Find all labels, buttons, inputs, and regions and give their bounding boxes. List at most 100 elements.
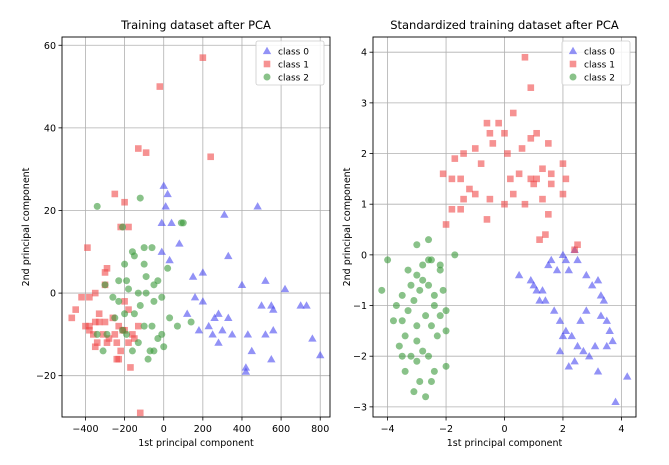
data-point bbox=[509, 109, 517, 117]
data-point bbox=[125, 285, 133, 293]
data-point bbox=[533, 175, 540, 183]
data-point bbox=[413, 322, 421, 330]
data-point bbox=[413, 337, 421, 345]
data-point bbox=[425, 236, 433, 244]
x-tick-label: 800 bbox=[311, 424, 329, 435]
data-point bbox=[103, 265, 111, 272]
data-point bbox=[224, 313, 233, 322]
y-axis-label: 2nd principal component bbox=[21, 167, 32, 286]
data-point bbox=[392, 302, 400, 310]
data-point bbox=[547, 255, 556, 264]
data-point bbox=[111, 190, 119, 198]
data-point bbox=[95, 318, 103, 326]
x-axis-label: 1st principal component bbox=[447, 438, 563, 449]
legend: class 0 class 1 class 2 bbox=[561, 40, 631, 86]
data-point bbox=[623, 372, 632, 380]
data-point bbox=[136, 194, 144, 202]
data-point bbox=[115, 277, 123, 285]
legend-label: class 0 bbox=[278, 48, 309, 58]
data-point bbox=[308, 334, 317, 342]
data-point bbox=[123, 277, 131, 285]
x-axis-label: 1st principal component bbox=[138, 438, 254, 449]
y-axis-label: 2nd principal component bbox=[342, 167, 353, 286]
data-point bbox=[179, 219, 187, 227]
data-point bbox=[574, 241, 581, 249]
data-point bbox=[86, 322, 93, 330]
data-point bbox=[547, 180, 555, 188]
data-point bbox=[536, 236, 543, 243]
data-point bbox=[547, 170, 555, 178]
data-point bbox=[573, 255, 582, 264]
data-point bbox=[136, 301, 144, 309]
data-point bbox=[602, 341, 611, 350]
x-tick-label: 200 bbox=[194, 424, 212, 435]
data-point bbox=[167, 218, 176, 227]
y-tick-label: 0 bbox=[361, 250, 367, 261]
data-point bbox=[214, 309, 223, 317]
data-point bbox=[471, 190, 479, 198]
data-point bbox=[564, 362, 573, 370]
legend-label: class 0 bbox=[584, 48, 615, 58]
data-point bbox=[545, 211, 552, 218]
data-point bbox=[544, 260, 553, 269]
data-point bbox=[404, 307, 412, 315]
data-point bbox=[425, 352, 433, 360]
data-point bbox=[159, 181, 168, 189]
data-point bbox=[451, 155, 459, 162]
data-point bbox=[599, 296, 609, 304]
data-point bbox=[495, 119, 502, 127]
data-point bbox=[91, 318, 99, 326]
data-point bbox=[526, 276, 535, 284]
data-point bbox=[128, 347, 136, 355]
data-point bbox=[564, 265, 573, 274]
data-point bbox=[198, 297, 208, 305]
data-point bbox=[532, 286, 541, 294]
data-point bbox=[422, 312, 430, 320]
data-point bbox=[410, 388, 418, 396]
data-point bbox=[410, 296, 418, 304]
data-point bbox=[442, 307, 450, 315]
data-point bbox=[121, 260, 129, 268]
series-class-1 bbox=[439, 53, 581, 254]
data-point bbox=[316, 350, 325, 359]
data-point bbox=[558, 331, 568, 340]
data-point bbox=[427, 378, 435, 386]
data-point bbox=[466, 185, 473, 193]
data-point bbox=[89, 331, 97, 338]
data-point bbox=[247, 346, 256, 355]
data-point bbox=[91, 289, 99, 297]
data-point bbox=[148, 322, 156, 330]
data-point bbox=[166, 314, 174, 322]
y-tick-label: −2 bbox=[353, 352, 367, 363]
x-tick-label: 0 bbox=[501, 424, 507, 435]
data-point bbox=[486, 195, 494, 203]
data-point bbox=[436, 266, 444, 274]
series-class-2 bbox=[93, 194, 195, 363]
data-point bbox=[142, 149, 150, 156]
data-point bbox=[457, 175, 464, 183]
data-point bbox=[194, 326, 204, 334]
data-point bbox=[460, 195, 467, 203]
x-tick-label: −400 bbox=[72, 424, 98, 435]
data-point bbox=[103, 330, 111, 338]
data-point bbox=[208, 330, 217, 338]
data-point bbox=[140, 260, 148, 268]
data-point bbox=[486, 129, 494, 137]
chart-title: Standardized training dataset after PCA bbox=[390, 18, 619, 32]
data-point bbox=[427, 322, 435, 330]
data-point bbox=[549, 306, 559, 314]
data-point bbox=[105, 335, 113, 342]
data-point bbox=[430, 302, 438, 310]
data-point bbox=[448, 205, 456, 213]
x-tick-label: 4 bbox=[618, 424, 624, 435]
data-point bbox=[582, 270, 591, 279]
data-point bbox=[602, 316, 611, 324]
data-point bbox=[425, 281, 433, 289]
series-class-1 bbox=[68, 54, 214, 417]
data-point bbox=[451, 251, 459, 259]
chart-title: Training dataset after PCA bbox=[120, 18, 271, 32]
data-point bbox=[121, 298, 128, 305]
data-point bbox=[593, 276, 603, 284]
data-point bbox=[261, 276, 270, 284]
data-point bbox=[164, 264, 172, 272]
